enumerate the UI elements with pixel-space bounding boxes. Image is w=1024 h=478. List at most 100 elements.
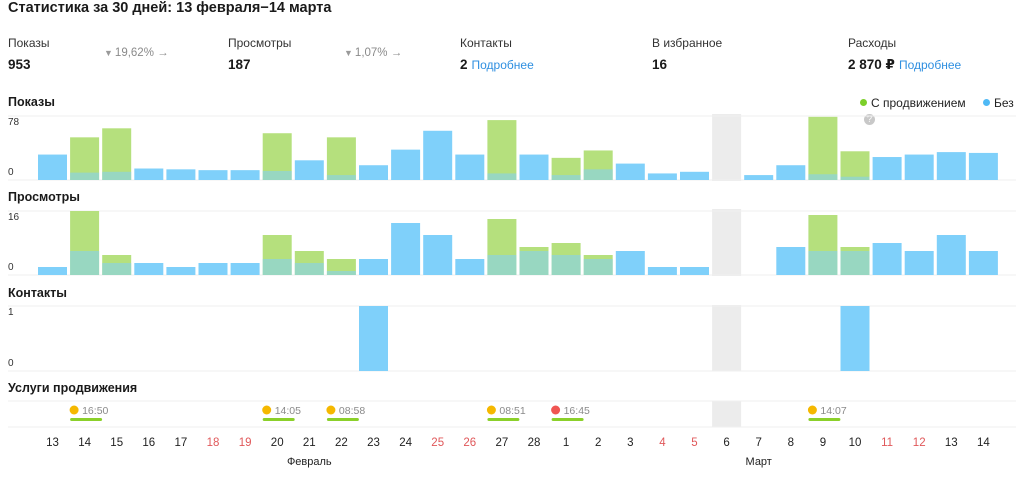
bar-plain[interactable] bbox=[615, 251, 645, 275]
y-tick-label: 0 bbox=[8, 167, 14, 178]
bar-plain[interactable] bbox=[904, 251, 934, 275]
service-icon[interactable] bbox=[262, 405, 272, 415]
bar-plain-part[interactable] bbox=[262, 170, 292, 180]
day-label: 2 bbox=[595, 437, 601, 449]
legend-promo[interactable]: С продвижением bbox=[860, 96, 966, 110]
bar-plain[interactable] bbox=[198, 263, 228, 275]
bar-plain[interactable] bbox=[198, 170, 228, 180]
page-title: Статистика за 30 дней: 13 февраля−14 мар… bbox=[8, 0, 332, 16]
service-icon[interactable] bbox=[326, 405, 336, 415]
bar-plain-part[interactable] bbox=[840, 251, 870, 275]
bar-promo[interactable] bbox=[102, 128, 132, 180]
bar-promo[interactable] bbox=[326, 137, 356, 180]
bar-plain-part[interactable] bbox=[808, 174, 838, 180]
bar-plain[interactable] bbox=[647, 267, 677, 275]
bar-plain-part[interactable] bbox=[583, 259, 613, 275]
arrow-right-icon: → bbox=[390, 47, 403, 59]
bar-plain[interactable] bbox=[840, 306, 870, 371]
day-label: 22 bbox=[335, 437, 348, 449]
bar-plain[interactable] bbox=[391, 149, 421, 180]
bar-plain-part[interactable] bbox=[551, 255, 581, 275]
bar-plain[interactable] bbox=[680, 171, 709, 180]
bar-plain[interactable] bbox=[230, 170, 260, 180]
bar-plain[interactable] bbox=[647, 173, 677, 180]
service-time: 08:58 bbox=[339, 405, 365, 417]
bar-plain[interactable] bbox=[936, 235, 966, 275]
service-duration-bar[interactable] bbox=[808, 418, 841, 421]
bar-plain[interactable] bbox=[872, 243, 902, 275]
bar-plain[interactable] bbox=[744, 175, 774, 180]
contacts-details-link[interactable]: Подробнее bbox=[471, 58, 534, 72]
bar-promo[interactable] bbox=[487, 120, 517, 180]
bar-plain-part[interactable] bbox=[294, 263, 324, 275]
service-icon[interactable] bbox=[69, 405, 79, 415]
stat-expenses: Расходы 2 870 ₽ Подробнее bbox=[848, 36, 961, 73]
bar-plain-part[interactable] bbox=[326, 271, 356, 275]
day-label: 4 bbox=[659, 437, 666, 449]
bar-plain-part[interactable] bbox=[487, 255, 517, 275]
bar-plain[interactable] bbox=[904, 154, 934, 180]
bar-plain[interactable] bbox=[455, 154, 485, 180]
day-label: 12 bbox=[913, 437, 926, 449]
service-duration-bar[interactable] bbox=[551, 418, 584, 421]
bar-plain[interactable] bbox=[455, 259, 485, 275]
bar-plain[interactable] bbox=[38, 267, 67, 275]
bar-plain[interactable] bbox=[359, 306, 388, 371]
service-icon[interactable] bbox=[807, 405, 817, 415]
expenses-details-link[interactable]: Подробнее bbox=[898, 58, 962, 72]
service-duration-bar[interactable] bbox=[487, 418, 520, 421]
bar-plain[interactable] bbox=[936, 152, 966, 180]
bar-plain[interactable] bbox=[166, 267, 196, 275]
section-title-contacts: Контакты bbox=[8, 286, 67, 300]
error-icon[interactable] bbox=[551, 405, 561, 415]
bar-plain[interactable] bbox=[680, 267, 709, 275]
service-duration-bar[interactable] bbox=[70, 418, 103, 421]
bar-plain[interactable] bbox=[776, 165, 806, 180]
bar-promo[interactable] bbox=[840, 151, 870, 180]
bar-plain[interactable] bbox=[359, 165, 388, 180]
bar-plain-part[interactable] bbox=[519, 251, 549, 275]
bar-plain[interactable] bbox=[423, 130, 453, 180]
bar-plain[interactable] bbox=[968, 251, 998, 275]
bar-plain-part[interactable] bbox=[808, 251, 838, 275]
bar-plain[interactable] bbox=[134, 168, 164, 180]
bar-plain-part[interactable] bbox=[70, 251, 100, 275]
no-data-column bbox=[712, 305, 742, 371]
bar-plain-part[interactable] bbox=[840, 176, 870, 180]
bar-plain-part[interactable] bbox=[551, 175, 581, 180]
bar-plain[interactable] bbox=[230, 263, 260, 275]
bar-plain-part[interactable] bbox=[102, 263, 132, 275]
bar-plain-part[interactable] bbox=[102, 171, 132, 180]
day-label: 25 bbox=[431, 437, 444, 449]
bar-plain-part[interactable] bbox=[262, 259, 292, 275]
help-icon[interactable]: ? bbox=[864, 114, 875, 125]
bar-plain[interactable] bbox=[166, 169, 196, 180]
legend-plain[interactable]: Без bbox=[982, 96, 1014, 110]
bar-plain[interactable] bbox=[359, 259, 388, 275]
bar-plain[interactable] bbox=[776, 247, 806, 275]
bar-plain-part[interactable] bbox=[326, 175, 356, 180]
day-label: 6 bbox=[723, 437, 729, 449]
bar-plain-part[interactable] bbox=[70, 172, 100, 180]
bar-promo[interactable] bbox=[808, 116, 838, 180]
service-icon[interactable] bbox=[486, 405, 496, 415]
bar-promo[interactable] bbox=[551, 157, 581, 180]
bar-plain-part[interactable] bbox=[487, 173, 517, 180]
bar-plain[interactable] bbox=[294, 160, 324, 180]
month-label: Февраль bbox=[287, 456, 332, 468]
bar-plain[interactable] bbox=[519, 154, 549, 180]
bar-plain-part[interactable] bbox=[583, 169, 613, 180]
bar-plain[interactable] bbox=[391, 223, 421, 275]
bar-plain[interactable] bbox=[615, 163, 645, 180]
day-label: 9 bbox=[820, 437, 826, 449]
bar-plain[interactable] bbox=[872, 157, 902, 180]
bar-plain[interactable] bbox=[134, 263, 164, 275]
bar-plain[interactable] bbox=[423, 235, 453, 275]
no-data-column bbox=[712, 114, 742, 181]
day-label: 11 bbox=[881, 437, 893, 449]
bar-plain[interactable] bbox=[968, 152, 998, 180]
service-duration-bar[interactable] bbox=[326, 418, 359, 421]
service-duration-bar[interactable] bbox=[262, 418, 295, 421]
bar-plain[interactable] bbox=[38, 154, 67, 180]
